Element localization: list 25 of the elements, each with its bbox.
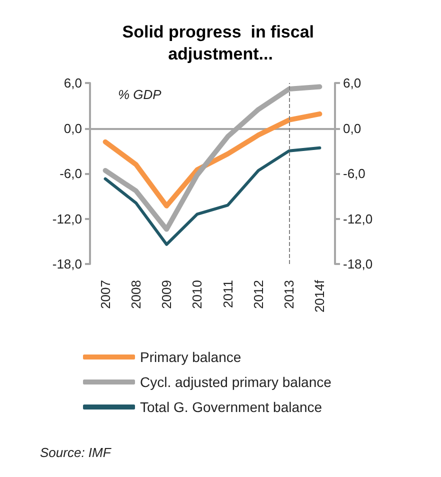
x-tick-label: 2012 [250, 280, 266, 309]
y2-tick-label: -12,0 [343, 211, 373, 226]
y2-tick-label: 6,0 [343, 76, 362, 90]
x-tick-label: 2013 [282, 280, 297, 309]
y2-tick-label: 0,0 [343, 120, 362, 136]
y-tick-label: -18,0 [52, 256, 82, 272]
y2-tick-label: -18,0 [343, 256, 373, 272]
x-tick-label: 2009 [159, 280, 174, 309]
y2-tick-label: -6,0 [343, 166, 366, 181]
line-series [104, 146, 322, 246]
annotation: % GDP [118, 87, 162, 102]
source-note: Source: IMF [40, 445, 112, 460]
legend-label: Primary balance [140, 349, 242, 365]
y-tick-label: 0,0 [64, 120, 82, 136]
chart-title: Solid progress in fiscal adjustment... [122, 22, 319, 64]
x-tick-label: 2008 [128, 280, 144, 309]
y-tick-label: 6,0 [64, 76, 82, 90]
x-tick-label: 2010 [190, 280, 205, 309]
y-tick-label: -6,0 [60, 166, 82, 181]
y-tick-label: -12,0 [52, 211, 82, 226]
legend-label: Total G. Government balance [140, 399, 322, 415]
x-tick-label: 2014f [312, 280, 328, 313]
legend-label: Cycl. adjusted primary balance [140, 374, 332, 390]
x-tick-label: 2011 [220, 280, 236, 308]
x-tick-label: 2007 [98, 280, 113, 309]
